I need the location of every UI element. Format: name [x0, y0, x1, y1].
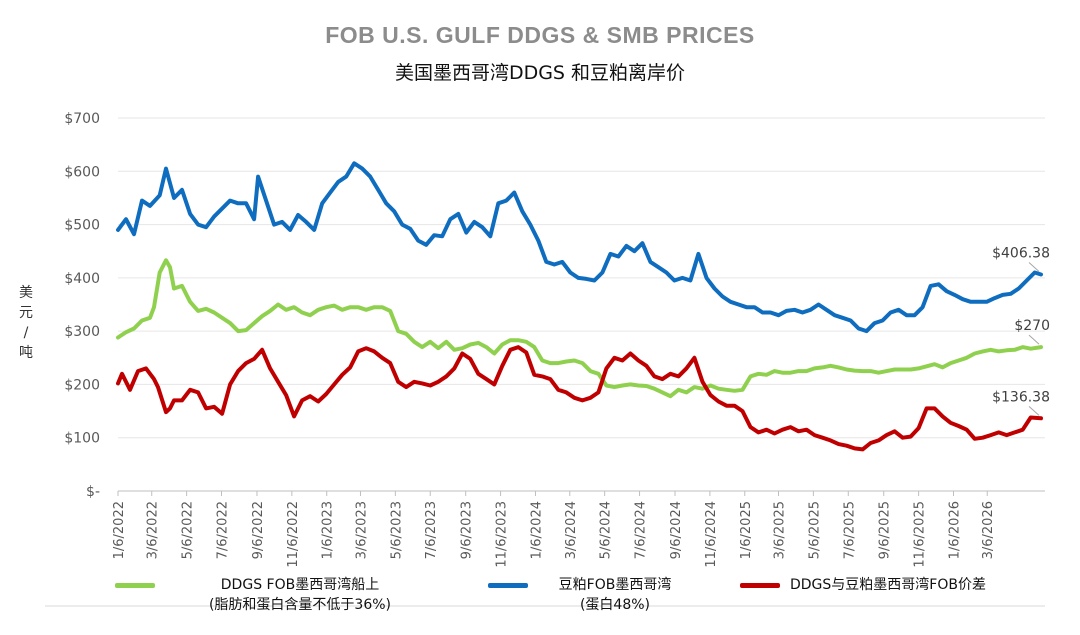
y-tick-label: $200 — [64, 377, 100, 393]
series-line-smb — [116, 161, 1043, 334]
x-tick-label: 3/6/2026 — [981, 501, 996, 559]
legend-smb-line2: (蛋白48%) — [579, 597, 651, 613]
x-tick-label: 1/6/2025 — [739, 501, 754, 559]
x-tick-label: 3/6/2025 — [773, 501, 788, 559]
series-line-ddgs — [116, 258, 1043, 399]
y-tick-label: $700 — [64, 111, 100, 127]
legend-label-ddgs: DDGS FOB墨西哥湾船上 (脂肪和蛋白含量不低于36%) — [170, 575, 430, 615]
x-tick-label: 11/6/2022 — [286, 501, 301, 568]
x-tick-label: 3/6/2023 — [354, 501, 369, 559]
x-tick-label: 5/6/2023 — [389, 501, 404, 559]
legend-smb-line1: 豆粕FOB墨西哥湾 — [558, 577, 672, 593]
y-tick-label: $600 — [64, 164, 100, 180]
x-tick-label: 3/6/2024 — [564, 501, 579, 559]
x-tick-label: 5/6/2024 — [599, 501, 614, 559]
y-axis-ticks: $- $100 $200 $300 $400 $500 $600 $700 — [64, 111, 100, 500]
x-tick-label: 7/6/2025 — [842, 501, 857, 559]
series-line-spread — [116, 345, 1043, 452]
x-tick-label: 9/6/2022 — [251, 501, 266, 559]
y-axis-label-char: 元 — [19, 305, 33, 321]
end-label-spread: $136.38 — [992, 389, 1050, 405]
legend-swatch-ddgs — [115, 583, 155, 588]
legend-label-spread: DDGS与豆粕墨西哥湾FOB价差 — [790, 575, 1030, 595]
legend-label-smb: 豆粕FOB墨西哥湾 (蛋白48%) — [540, 575, 690, 615]
y-tick-label: $500 — [64, 218, 100, 234]
y-axis-label: 美元 / 吨 — [12, 283, 40, 363]
x-tick-label: 7/6/2023 — [424, 501, 439, 559]
x-tick-label: 1/6/2026 — [948, 501, 963, 559]
x-tick-label: 5/6/2025 — [807, 501, 822, 559]
x-tick-label: 9/6/2023 — [460, 501, 475, 559]
x-tick-label: 11/6/2024 — [704, 501, 719, 568]
x-tick-label: 1/6/2022 — [112, 501, 127, 559]
end-label-leader — [1028, 262, 1040, 272]
end-label-ddgs: $270 — [1014, 318, 1050, 334]
x-tick-label: 5/6/2022 — [181, 501, 196, 559]
x-tick-label: 1/6/2023 — [321, 501, 336, 559]
x-tick-label: 7/6/2024 — [634, 501, 649, 559]
x-tick-label: 11/6/2023 — [495, 501, 510, 568]
end-label-leader — [1028, 405, 1040, 416]
x-tick-label: 3/6/2022 — [146, 501, 161, 559]
end-label-smb: $406.38 — [992, 245, 1050, 261]
chart-subtitle: 美国墨西哥湾DDGS 和豆粕离岸价 — [394, 62, 686, 84]
end-labels: $406.38 $270 $136.38 — [992, 245, 1050, 416]
series-lines — [116, 161, 1043, 452]
y-axis-label-char: 吨 — [19, 345, 33, 361]
y-axis-label-char: 美 — [19, 285, 33, 301]
end-label-leader — [1028, 334, 1040, 345]
y-tick-label: $- — [86, 484, 100, 500]
y-axis-label-char: / — [23, 325, 29, 341]
x-tick-label: 11/6/2025 — [913, 501, 928, 568]
y-tick-label: $300 — [64, 324, 100, 340]
x-tick-label: 9/6/2025 — [878, 501, 893, 559]
y-tick-label: $400 — [64, 271, 100, 287]
legend-swatch-spread — [740, 583, 780, 588]
x-tick-label: 1/6/2024 — [529, 501, 544, 559]
x-tick-label: 9/6/2024 — [669, 501, 684, 559]
chart-title: FOB U.S. GULF DDGS & SMB PRICES — [325, 22, 755, 48]
y-tick-label: $100 — [64, 431, 100, 447]
legend-swatch-smb — [488, 583, 528, 588]
x-axis-ticks: 1/6/2022 3/6/2022 5/6/2022 7/6/2022 9/6/2022… — [112, 491, 996, 568]
legend-ddgs-line1: DDGS FOB墨西哥湾船上 — [220, 577, 380, 593]
legend-spread-line1: DDGS与豆粕墨西哥湾FOB价差 — [790, 577, 986, 593]
legend-ddgs-line2: (脂肪和蛋白含量不低于36%) — [208, 597, 392, 613]
x-tick-label: 7/6/2022 — [216, 501, 231, 559]
